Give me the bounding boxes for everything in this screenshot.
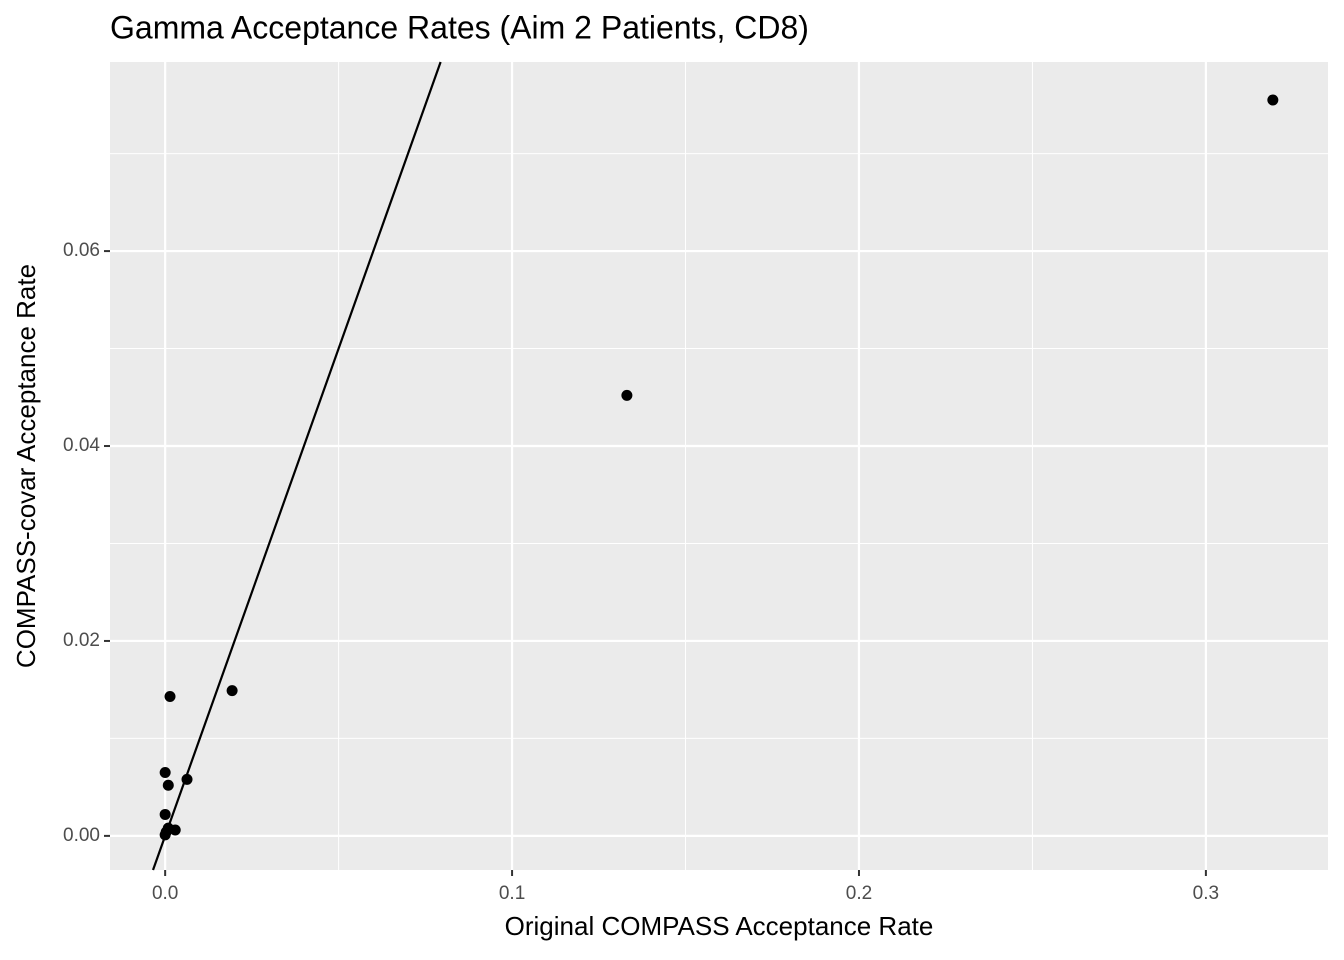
grid: [110, 62, 1328, 870]
x-tick-label: 0.1: [499, 883, 525, 904]
chart-title: Gamma Acceptance Rates (Aim 2 Patients, …: [110, 9, 809, 45]
point: [160, 826, 172, 838]
x-axis-title: Original COMPASS Acceptance Rate: [505, 911, 934, 941]
point: [1267, 94, 1279, 106]
point: [159, 767, 171, 779]
point: [226, 685, 238, 697]
y-tick-label: 0.00: [63, 825, 100, 846]
reference-line: [151, 61, 442, 871]
point: [159, 808, 171, 820]
y-tick-label: 0.02: [63, 630, 100, 651]
point: [181, 773, 193, 785]
y-axis-title: COMPASS-covar Acceptance Rate: [11, 264, 41, 668]
y-tick-label: 0.06: [63, 240, 100, 261]
y-tick-label: 0.04: [63, 435, 100, 456]
point: [164, 691, 176, 703]
panel: [110, 62, 1328, 870]
point: [162, 779, 174, 791]
marks: [151, 61, 1279, 871]
point: [621, 389, 633, 401]
x-tick-label: 0.3: [1193, 883, 1219, 904]
x-tick-label: 0.2: [846, 883, 872, 904]
x-tick-label: 0.0: [152, 883, 178, 904]
